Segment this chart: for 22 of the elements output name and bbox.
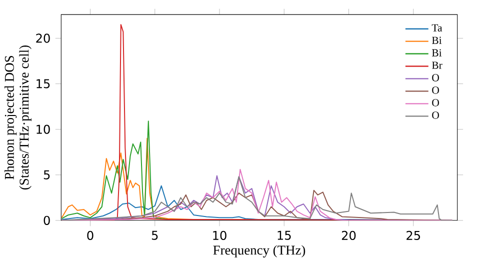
x-axis-title: Frequency (THz) <box>213 245 306 258</box>
x-tick-label: 0 <box>87 230 94 240</box>
legend-label: O <box>432 86 439 94</box>
y-tick-label: 10 <box>36 124 50 134</box>
y-tick-label: 5 <box>44 170 50 180</box>
x-tick-label: 25 <box>406 230 420 240</box>
legend-label: Ta <box>432 24 442 32</box>
legend-label: O <box>432 112 439 119</box>
x-tick-label: 20 <box>342 230 356 240</box>
legend-label: Bi <box>432 36 442 44</box>
y-tick-label: 20 <box>36 34 50 43</box>
x-tick-label: 10 <box>213 230 226 240</box>
y-tick-label: 15 <box>36 79 50 88</box>
legend-label: Br <box>432 62 442 69</box>
legend-label: O <box>432 99 439 106</box>
line-series <box>61 120 168 220</box>
y-axis-title: Phonon projected DOS (States/THz·primitive cell) <box>4 46 32 190</box>
x-tick-label: 5 <box>152 230 158 240</box>
y-tick-label: 0 <box>44 216 50 226</box>
legend-label: O <box>432 74 439 82</box>
x-tick-label: 15 <box>278 230 291 240</box>
legend-label: Bi <box>432 49 442 56</box>
